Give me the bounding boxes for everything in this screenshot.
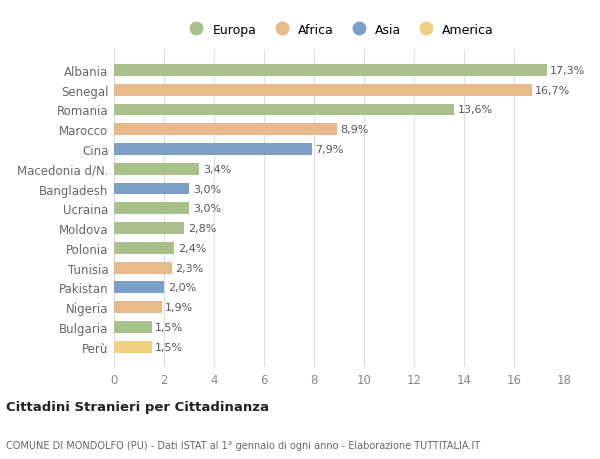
Text: 1,5%: 1,5%	[155, 322, 184, 332]
Text: COMUNE DI MONDOLFO (PU) - Dati ISTAT al 1° gennaio di ogni anno - Elaborazione T: COMUNE DI MONDOLFO (PU) - Dati ISTAT al …	[6, 440, 480, 450]
Bar	[114, 163, 199, 175]
Bar	[114, 203, 189, 215]
Bar	[114, 302, 161, 313]
Bar	[114, 84, 532, 96]
Bar	[114, 124, 337, 136]
Text: 1,5%: 1,5%	[155, 342, 184, 352]
Bar	[114, 223, 184, 235]
Bar	[114, 104, 454, 116]
Bar	[114, 282, 164, 294]
Text: 2,3%: 2,3%	[175, 263, 203, 273]
Bar	[114, 242, 174, 254]
Text: 1,9%: 1,9%	[165, 302, 193, 313]
Text: 16,7%: 16,7%	[535, 85, 571, 95]
Text: Cittadini Stranieri per Cittadinanza: Cittadini Stranieri per Cittadinanza	[6, 400, 269, 413]
Text: 3,0%: 3,0%	[193, 184, 221, 194]
Text: 17,3%: 17,3%	[550, 66, 586, 76]
Text: 7,9%: 7,9%	[315, 145, 344, 155]
Legend: Europa, Africa, Asia, America: Europa, Africa, Asia, America	[179, 19, 499, 42]
Bar	[114, 144, 311, 156]
Text: 3,4%: 3,4%	[203, 164, 231, 174]
Text: 3,0%: 3,0%	[193, 204, 221, 214]
Text: 2,8%: 2,8%	[188, 224, 216, 234]
Bar	[114, 321, 151, 333]
Text: 8,9%: 8,9%	[340, 125, 368, 135]
Text: 13,6%: 13,6%	[458, 105, 493, 115]
Text: 2,0%: 2,0%	[168, 283, 196, 293]
Text: 2,4%: 2,4%	[178, 243, 206, 253]
Bar	[114, 341, 151, 353]
Bar	[114, 262, 172, 274]
Bar	[114, 65, 547, 77]
Bar	[114, 183, 189, 195]
